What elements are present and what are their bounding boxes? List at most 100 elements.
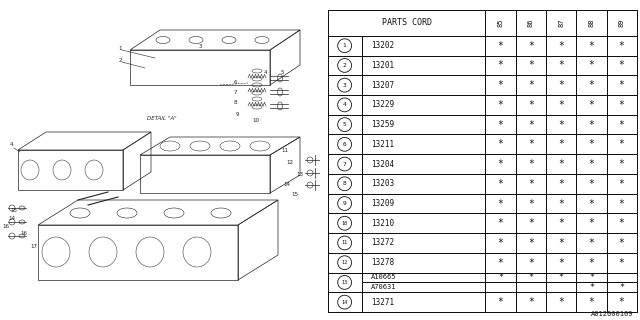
Text: *: *	[558, 139, 564, 149]
Text: *: *	[529, 273, 533, 282]
Text: *: *	[619, 80, 625, 90]
Bar	[516, 194, 546, 213]
Bar	[328, 194, 362, 213]
Text: 9: 9	[236, 113, 239, 117]
Bar	[607, 233, 637, 253]
Text: *: *	[498, 258, 504, 268]
Text: *: *	[558, 41, 564, 51]
Text: *: *	[498, 60, 504, 70]
Text: *: *	[498, 273, 503, 282]
Bar	[576, 273, 607, 283]
Text: *: *	[558, 100, 564, 110]
Bar	[607, 283, 637, 292]
Text: 13210: 13210	[371, 219, 394, 228]
Text: *: *	[498, 120, 504, 130]
Text: *: *	[558, 198, 564, 209]
Text: 12: 12	[287, 159, 294, 164]
Bar	[328, 134, 362, 154]
Text: 87: 87	[558, 19, 564, 27]
Text: 11: 11	[282, 148, 289, 153]
Text: *: *	[559, 273, 564, 282]
Bar	[607, 292, 637, 312]
Text: *: *	[619, 258, 625, 268]
Bar	[362, 233, 486, 253]
Bar	[362, 194, 486, 213]
Text: 4: 4	[263, 69, 267, 75]
Text: 6: 6	[343, 142, 346, 147]
Bar	[328, 154, 362, 174]
Bar	[576, 134, 607, 154]
Bar	[516, 213, 546, 233]
Text: *: *	[498, 41, 504, 51]
Text: 13203: 13203	[371, 179, 394, 188]
Text: 89: 89	[619, 19, 625, 27]
Bar	[516, 95, 546, 115]
Bar	[486, 154, 516, 174]
Text: 11: 11	[342, 240, 348, 245]
Bar	[362, 283, 486, 292]
Bar	[486, 283, 516, 292]
Bar	[576, 292, 607, 312]
Text: 7: 7	[233, 91, 237, 95]
Bar	[328, 115, 362, 134]
Text: *: *	[498, 100, 504, 110]
Bar	[328, 95, 362, 115]
Text: 13207: 13207	[371, 81, 394, 90]
Text: *: *	[588, 179, 595, 189]
Bar	[546, 134, 576, 154]
Bar	[546, 95, 576, 115]
Text: *: *	[588, 297, 595, 307]
Text: *: *	[619, 198, 625, 209]
Bar	[486, 56, 516, 75]
Text: 13: 13	[342, 280, 348, 285]
Text: *: *	[588, 60, 595, 70]
Text: 4: 4	[343, 102, 346, 108]
Bar	[576, 95, 607, 115]
Text: 2: 2	[118, 58, 122, 62]
Bar	[607, 213, 637, 233]
Text: PARTS CORD: PARTS CORD	[381, 18, 431, 27]
Text: *: *	[528, 80, 534, 90]
Bar	[546, 36, 576, 56]
Text: 5: 5	[280, 69, 284, 75]
Text: *: *	[558, 120, 564, 130]
Bar	[486, 36, 516, 56]
Bar	[546, 115, 576, 134]
Text: *: *	[528, 258, 534, 268]
Bar	[576, 10, 607, 36]
Text: *: *	[588, 218, 595, 228]
Bar	[328, 233, 362, 253]
Bar	[362, 273, 486, 283]
Text: *: *	[558, 297, 564, 307]
Text: 3: 3	[198, 44, 202, 49]
Text: *: *	[558, 60, 564, 70]
Text: *: *	[619, 120, 625, 130]
Text: *: *	[588, 100, 595, 110]
Text: *: *	[619, 159, 625, 169]
Text: *: *	[589, 273, 594, 282]
Text: *: *	[498, 218, 504, 228]
Bar	[576, 115, 607, 134]
Text: *: *	[528, 238, 534, 248]
Text: 88: 88	[588, 19, 595, 27]
Text: *: *	[619, 139, 625, 149]
Text: A70631: A70631	[371, 284, 397, 290]
Bar	[486, 174, 516, 194]
Text: *: *	[588, 159, 595, 169]
Bar	[362, 36, 486, 56]
Bar	[516, 174, 546, 194]
Text: 15: 15	[10, 208, 17, 213]
Text: *: *	[528, 297, 534, 307]
Bar	[546, 292, 576, 312]
Bar	[486, 253, 516, 273]
Bar	[546, 233, 576, 253]
Bar	[516, 283, 546, 292]
Bar	[362, 174, 486, 194]
Text: *: *	[498, 80, 504, 90]
Bar	[546, 10, 576, 36]
Bar	[607, 10, 637, 36]
Text: 6: 6	[233, 81, 237, 85]
Text: *: *	[588, 238, 595, 248]
Bar	[516, 10, 546, 36]
Bar	[328, 75, 362, 95]
